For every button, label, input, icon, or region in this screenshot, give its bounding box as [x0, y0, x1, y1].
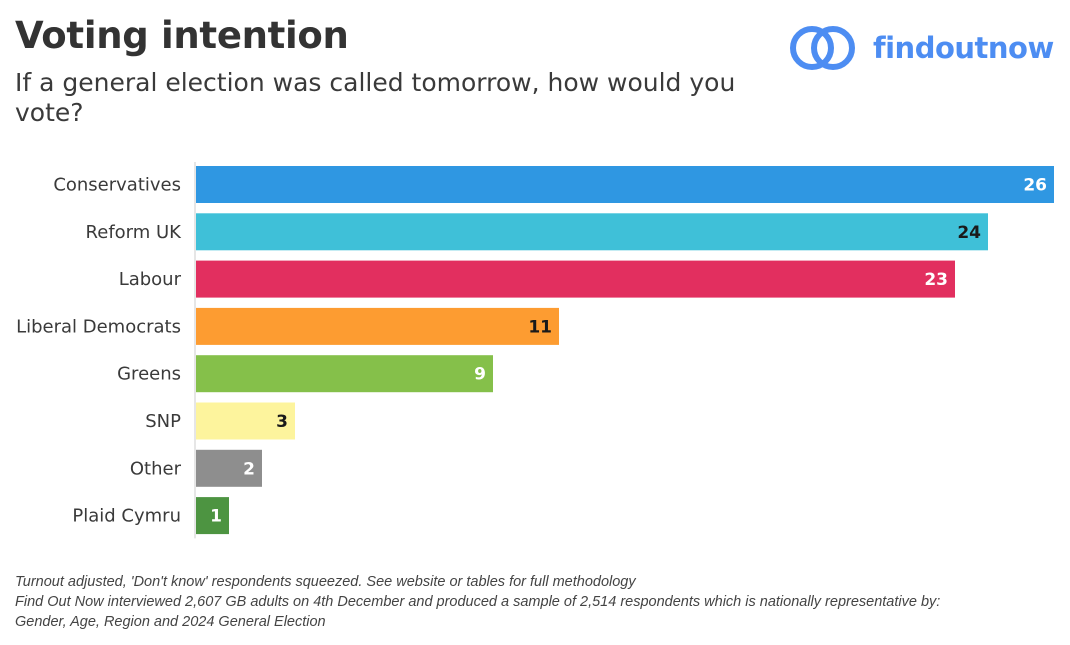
brand-name: findoutnow: [873, 31, 1054, 65]
bar: [196, 449, 262, 487]
category-label: Other: [130, 458, 182, 479]
chart-title: Voting intention: [15, 14, 349, 57]
footnote-line: Find Out Now interviewed 2,607 GB adults…: [15, 594, 941, 610]
category-label: Reform UK: [86, 222, 183, 243]
data-label: 9: [474, 365, 486, 385]
bar: [196, 497, 229, 535]
data-label: 24: [957, 223, 981, 243]
category-label: Greens: [117, 364, 181, 385]
footnote-line: Turnout adjusted, 'Don't know' responden…: [15, 574, 636, 590]
bar: [196, 260, 955, 298]
data-label: 1: [210, 507, 222, 527]
chart-subtitle: If a general election was called tomorro…: [15, 68, 736, 127]
bar: [196, 307, 559, 345]
bar: [196, 355, 493, 393]
data-label: 3: [276, 412, 288, 432]
bar: [196, 402, 295, 440]
data-label: 23: [924, 270, 948, 290]
bar: [196, 213, 988, 251]
footnote: Turnout adjusted, 'Don't know' responden…: [15, 572, 1065, 632]
category-label: Plaid Cymru: [72, 506, 181, 527]
brand-logo: findoutnow: [787, 22, 1054, 74]
category-label: SNP: [145, 411, 181, 432]
data-label: 26: [1023, 176, 1047, 196]
category-label: Labour: [119, 269, 182, 290]
data-label: 11: [528, 317, 552, 337]
bar: [196, 166, 1054, 203]
category-label: Liberal Democrats: [16, 316, 181, 337]
data-label: 2: [243, 459, 255, 479]
category-label: Conservatives: [53, 175, 181, 196]
footnote-line: Gender, Age, Region and 2024 General Ele…: [15, 614, 326, 630]
interlocking-rings-icon: [790, 26, 855, 70]
